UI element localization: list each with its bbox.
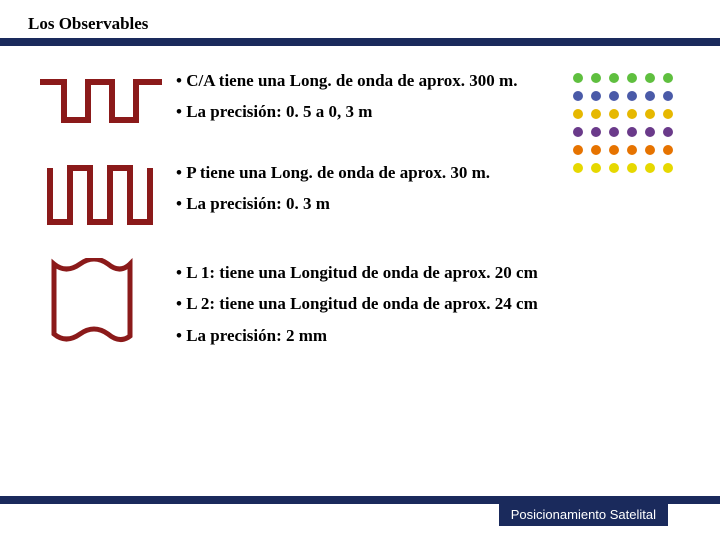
section-p: • P tiene una Long. de onda de aprox. 30… [36, 158, 690, 236]
bullet-content: L 2: tiene una Longitud de onda de aprox… [186, 294, 538, 313]
footer-badge: Posicionamiento Satelital [499, 503, 668, 526]
bullet-text: • La precisión: 2 mm [176, 325, 690, 346]
content-area: • C/A tiene una Long. de onda de aprox. … [0, 46, 720, 356]
bullet-content: La precisión: 2 mm [186, 326, 327, 345]
section-l: • L 1: tiene una Longitud de onda de apr… [36, 258, 690, 356]
bullet-text: • L 1: tiene una Longitud de onda de apr… [176, 262, 690, 283]
bullet-text: • La precisión: 0. 3 m [176, 193, 690, 214]
sine-wave-icon [36, 258, 176, 348]
bullet-text: • La precisión: 0. 5 a 0, 3 m [176, 101, 690, 122]
section-ca: • C/A tiene una Long. de onda de aprox. … [36, 66, 690, 136]
bullet-content: L 1: tiene una Longitud de onda de aprox… [186, 263, 538, 282]
bullet-content: C/A tiene una Long. de onda de aprox. 30… [186, 71, 517, 90]
bullet-text: • C/A tiene una Long. de onda de aprox. … [176, 70, 690, 91]
square-wave-narrow-icon [36, 158, 176, 236]
title-bar [0, 38, 720, 46]
bullet-content: La precisión: 0. 3 m [186, 194, 330, 213]
bullet-text: • L 2: tiene una Longitud de onda de apr… [176, 293, 690, 314]
square-wave-wide-icon [36, 66, 176, 136]
bullet-content: P tiene una Long. de onda de aprox. 30 m… [186, 163, 490, 182]
slide-title: Los Observables [0, 0, 720, 38]
bullet-content: La precisión: 0. 5 a 0, 3 m [186, 102, 372, 121]
bullet-text: • P tiene una Long. de onda de aprox. 30… [176, 162, 690, 183]
